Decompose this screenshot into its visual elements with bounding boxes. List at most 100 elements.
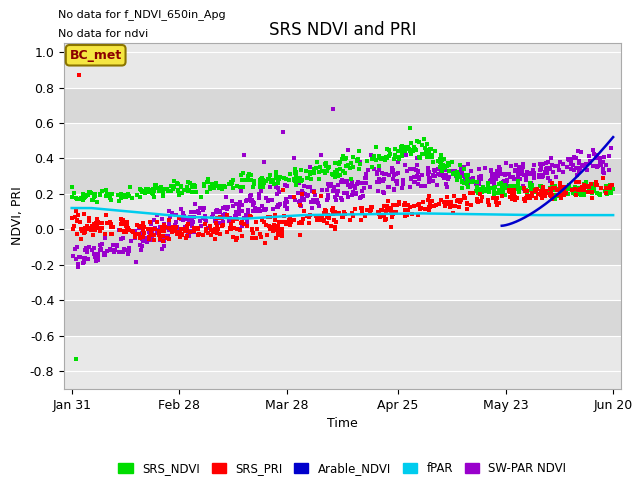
Point — [286, 218, 296, 226]
Point — [447, 202, 457, 209]
Point — [178, 226, 188, 233]
Point — [374, 152, 385, 160]
Point — [547, 193, 557, 201]
Point — [224, 217, 234, 225]
Point — [457, 184, 467, 192]
Point — [474, 173, 484, 181]
Point — [579, 181, 589, 189]
Point — [295, 201, 305, 209]
Point — [92, 216, 102, 223]
Point — [545, 184, 555, 192]
Point — [541, 188, 551, 195]
Point — [305, 163, 315, 171]
Point — [245, 194, 255, 202]
Point — [330, 193, 340, 201]
Point — [595, 191, 605, 198]
Point — [394, 200, 404, 208]
Point — [540, 192, 550, 199]
Point — [211, 208, 221, 216]
Point — [444, 173, 454, 181]
Point — [428, 151, 438, 159]
Point — [217, 214, 227, 222]
Point — [581, 183, 591, 191]
Point — [547, 161, 557, 169]
Point — [532, 185, 542, 193]
Point — [175, 232, 185, 240]
Point — [82, 247, 92, 254]
Point — [519, 184, 529, 192]
Point — [440, 200, 450, 208]
Point — [428, 171, 438, 179]
Point — [383, 183, 393, 191]
Point — [205, 183, 215, 191]
Point — [454, 169, 465, 177]
Point — [231, 200, 241, 208]
Point — [540, 189, 550, 197]
Point — [117, 192, 127, 200]
Point — [214, 230, 225, 238]
Point — [312, 196, 323, 204]
Point — [84, 189, 94, 196]
Point — [182, 222, 192, 229]
Point — [401, 212, 412, 219]
Point — [175, 228, 185, 236]
Point — [207, 213, 218, 220]
Point — [167, 209, 177, 217]
Point — [118, 248, 129, 256]
Point — [223, 180, 234, 188]
Point — [157, 225, 167, 232]
Point — [328, 105, 338, 113]
Point — [107, 191, 117, 198]
Point — [259, 217, 269, 225]
Point — [237, 207, 247, 215]
Text: No data for f_NDVI_650in_Apg: No data for f_NDVI_650in_Apg — [58, 9, 226, 20]
Point — [505, 188, 515, 196]
Point — [157, 192, 168, 200]
Point — [499, 180, 509, 188]
Point — [531, 186, 541, 194]
Point — [299, 207, 309, 215]
Point — [79, 193, 90, 201]
Point — [112, 243, 122, 251]
Point — [425, 203, 435, 211]
Point — [379, 213, 389, 220]
Point — [525, 179, 536, 187]
Point — [71, 194, 81, 202]
Point — [430, 147, 440, 155]
Point — [606, 144, 616, 152]
Point — [356, 204, 366, 212]
Point — [141, 185, 152, 193]
Point — [591, 154, 601, 162]
Point — [285, 221, 295, 228]
Point — [491, 176, 501, 183]
Point — [454, 168, 465, 176]
Point — [170, 218, 180, 226]
Point — [134, 230, 144, 238]
Point — [248, 207, 259, 215]
Point — [424, 178, 434, 186]
Point — [269, 180, 279, 188]
Point — [86, 196, 97, 204]
Point — [581, 183, 591, 191]
Point — [420, 182, 430, 190]
Point — [344, 182, 355, 190]
Point — [603, 188, 613, 196]
Point — [152, 184, 162, 192]
Point — [332, 191, 342, 199]
Point — [548, 186, 558, 194]
Point — [279, 174, 289, 181]
Point — [182, 227, 192, 234]
Point — [381, 155, 392, 162]
Point — [426, 145, 436, 153]
Point — [605, 184, 615, 192]
Point — [490, 183, 500, 191]
Point — [189, 227, 199, 235]
Point — [438, 161, 449, 168]
Point — [87, 224, 97, 231]
Point — [242, 219, 252, 227]
Point — [252, 225, 262, 233]
Point — [481, 187, 491, 195]
Point — [271, 235, 282, 242]
Point — [273, 231, 283, 239]
Point — [385, 204, 396, 212]
